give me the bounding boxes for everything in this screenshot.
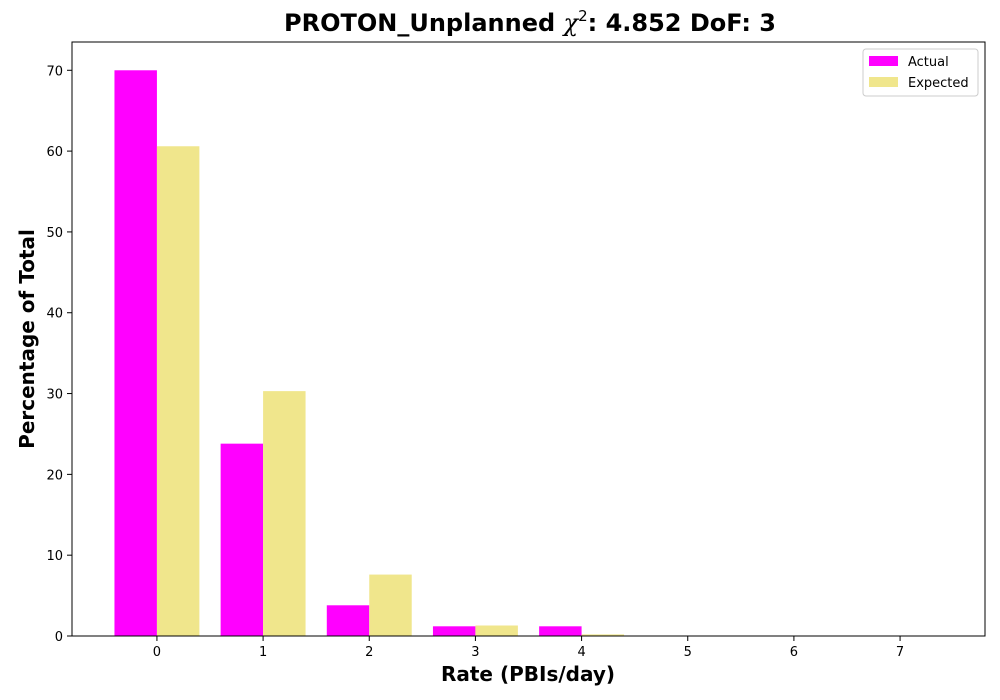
x-tick-label: 7: [896, 645, 904, 660]
y-tick-label: 30: [46, 388, 63, 403]
y-tick-label: 70: [46, 64, 63, 79]
y-axis-label: Percentage of Total: [15, 229, 39, 449]
bar-actual-0: [114, 70, 157, 637]
plot-frame: [71, 41, 986, 637]
y-tick-label: 0: [55, 630, 63, 645]
bars-layer: [114, 70, 625, 637]
bar-expected-0: [156, 146, 200, 637]
bar-expected-3: [475, 625, 518, 636]
y-axis: 0 10 20 30 40 50 60 70: [46, 64, 72, 645]
chart-title: PROTON_Unplanned χ2: 4.852 DoF: 3: [284, 7, 776, 37]
bar-expected-1: [263, 391, 306, 636]
bar-expected-2: [369, 574, 412, 636]
x-axis: 0 1 2 3 4 5 6 7: [153, 636, 904, 660]
bar-actual-3: [432, 626, 476, 636]
bar-actual-1: [220, 443, 264, 636]
x-tick-label: 5: [684, 645, 692, 660]
y-tick-label: 50: [46, 226, 63, 241]
x-tick-label: 4: [577, 645, 585, 660]
y-tick-label: 10: [46, 549, 63, 564]
x-tick-label: 3: [471, 645, 479, 660]
bar-expected-4: [581, 634, 625, 636]
y-tick-label: 20: [46, 468, 63, 483]
legend-label-expected: Expected: [908, 76, 969, 91]
x-axis-label: Rate (PBIs/day): [441, 662, 615, 686]
bar-actual-4: [539, 626, 582, 636]
y-tick-label: 60: [46, 145, 63, 160]
legend-swatch-expected: [869, 77, 898, 87]
x-tick-label: 0: [153, 645, 161, 660]
x-tick-label: 6: [790, 645, 798, 660]
legend-swatch-actual: [869, 56, 898, 66]
legend: Actual Expected: [862, 48, 979, 97]
x-tick-label: 1: [259, 645, 267, 660]
legend-label-actual: Actual: [908, 55, 949, 70]
bar-actual-2: [326, 605, 370, 636]
y-tick-label: 40: [46, 307, 63, 322]
x-tick-label: 2: [365, 645, 373, 660]
